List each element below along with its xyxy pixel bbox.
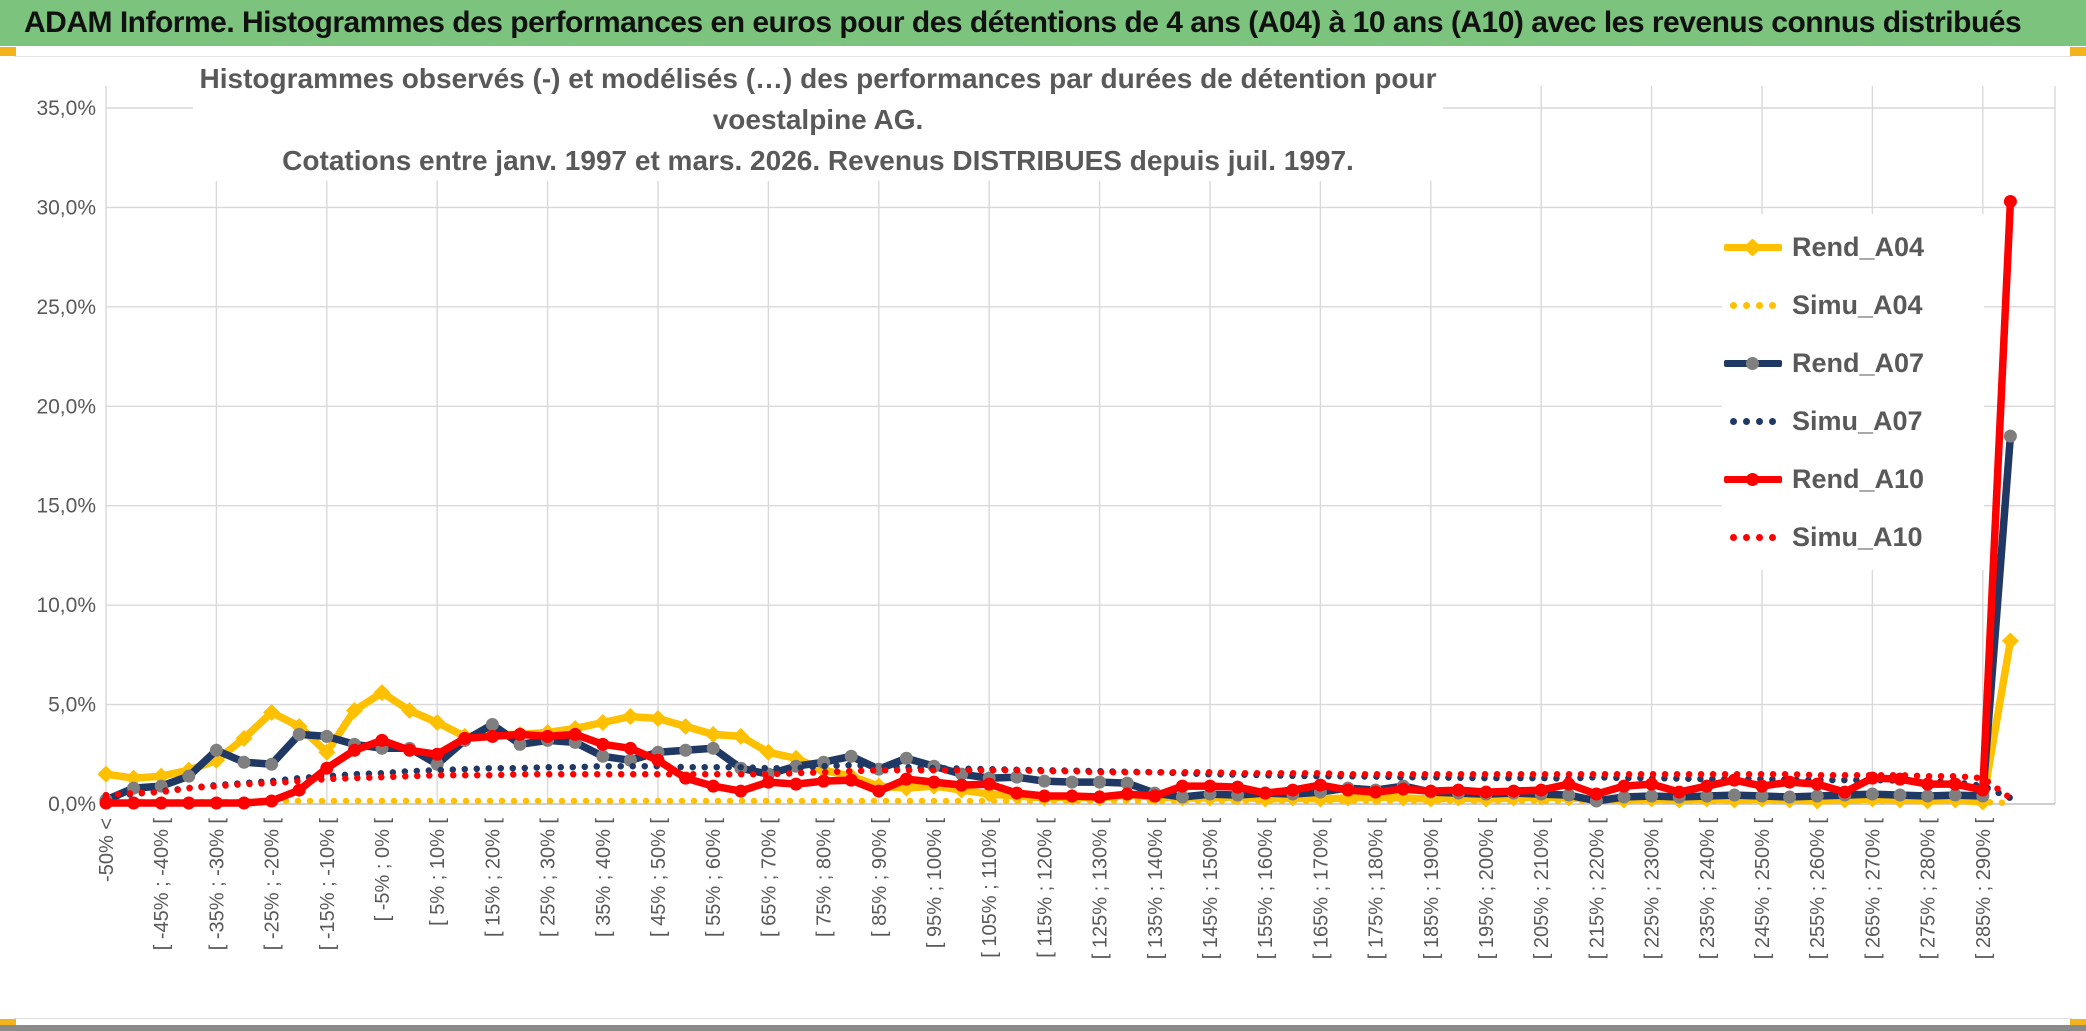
simu-a07-dotted-sample-icon bbox=[1722, 417, 1784, 425]
svg-text:[ 135% ; 140% [: [ 135% ; 140% [ bbox=[1145, 818, 1167, 960]
svg-text:[ 275% ; 280% [: [ 275% ; 280% [ bbox=[1918, 818, 1940, 960]
series-Rend_A10[interactable] bbox=[99, 194, 2017, 810]
svg-text:[ 165% ; 170% [: [ 165% ; 170% [ bbox=[1310, 818, 1332, 960]
svg-text:[ 195% ; 200% [: [ 195% ; 200% [ bbox=[1476, 818, 1498, 960]
svg-text:[ 115% ; 120% [: [ 115% ; 120% [ bbox=[1034, 818, 1056, 958]
svg-text:[ -25% ; -20% [: [ -25% ; -20% [ bbox=[262, 818, 284, 951]
chart-frame-bottom-border bbox=[14, 1018, 2072, 1019]
svg-text:[ 125% ; 130% [: [ 125% ; 130% [ bbox=[1090, 818, 1112, 960]
selection-handle-bottom-right[interactable] bbox=[2070, 1019, 2086, 1030]
legend-label: Rend_A10 bbox=[1792, 463, 1925, 494]
svg-text:[ 25% ; 30% [: [ 25% ; 30% [ bbox=[538, 818, 560, 937]
simu-a10-dotted-sample-icon bbox=[1722, 533, 1784, 541]
svg-text:[ -45% ; -40% [: [ -45% ; -40% [ bbox=[151, 818, 173, 951]
legend-item-rend-a04[interactable]: Rend_A04 bbox=[1722, 218, 1984, 276]
svg-text:[ 5% ; 10% [: [ 5% ; 10% [ bbox=[427, 818, 449, 926]
svg-text:[ 155% ; 160% [: [ 155% ; 160% [ bbox=[1255, 818, 1277, 960]
svg-text:[ 45% ; 50% [: [ 45% ; 50% [ bbox=[648, 818, 670, 937]
svg-text:[ 255% ; 260% [: [ 255% ; 260% [ bbox=[1807, 818, 1829, 960]
status-strip bbox=[0, 1025, 2086, 1031]
svg-text:0,0%: 0,0% bbox=[48, 793, 96, 816]
svg-text:[ 285% ; 290% [: [ 285% ; 290% [ bbox=[1973, 818, 1995, 960]
series-Simu_A04[interactable] bbox=[102, 797, 2014, 807]
legend-label: Simu_A04 bbox=[1792, 289, 1923, 320]
simu-a04-dotted-sample-icon bbox=[1722, 301, 1784, 309]
selection-handle-top-left[interactable] bbox=[0, 47, 16, 56]
legend-item-simu-a04[interactable]: Simu_A04 bbox=[1722, 276, 1984, 334]
chart-title: Histogrammes observés (-) et modélisés (… bbox=[193, 58, 1443, 181]
svg-text:20,0%: 20,0% bbox=[36, 395, 96, 418]
svg-text:[ 15% ; 20% [: [ 15% ; 20% [ bbox=[482, 818, 504, 937]
svg-text:25,0%: 25,0% bbox=[36, 296, 96, 319]
svg-text:[ 85% ; 90% [: [ 85% ; 90% [ bbox=[869, 818, 891, 937]
svg-text:5,0%: 5,0% bbox=[48, 694, 96, 717]
svg-text:[ 205% ; 210% [: [ 205% ; 210% [ bbox=[1531, 818, 1553, 960]
legend-item-rend-a10[interactable]: Rend_A10 bbox=[1722, 450, 1984, 508]
svg-text:[ 235% ; 240% [: [ 235% ; 240% [ bbox=[1697, 818, 1719, 960]
svg-text:[ 35% ; 40% [: [ 35% ; 40% [ bbox=[593, 818, 615, 937]
svg-text:[ 145% ; 150% [: [ 145% ; 150% [ bbox=[1200, 818, 1222, 960]
report-title: ADAM Informe. Histogrammes des performan… bbox=[24, 6, 2022, 39]
rend-a04-line-sample-icon bbox=[1722, 237, 1784, 257]
svg-text:[ 75% ; 80% [: [ 75% ; 80% [ bbox=[814, 818, 836, 937]
svg-text:[ 225% ; 230% [: [ 225% ; 230% [ bbox=[1642, 818, 1664, 960]
legend-item-simu-a07[interactable]: Simu_A07 bbox=[1722, 392, 1984, 450]
chart-legend: Rend_A04 Simu_A04 Rend_A07 Simu_A07 Rend… bbox=[1722, 214, 1984, 570]
svg-text:[ 215% ; 220% [: [ 215% ; 220% [ bbox=[1586, 818, 1608, 960]
report-title-cell[interactable]: ADAM Informe. Histogrammes des performan… bbox=[0, 0, 2086, 46]
x-axis-labels[interactable]: -50% < [ -45% ; -40% [ [ -35% ; -30% [ [ -2… bbox=[96, 818, 1995, 960]
legend-label: Rend_A04 bbox=[1792, 231, 1925, 262]
svg-text:10,0%: 10,0% bbox=[36, 594, 96, 617]
chart-title-line1: Histogrammes observés (-) et modélisés (… bbox=[199, 63, 1437, 135]
legend-item-rend-a07[interactable]: Rend_A07 bbox=[1722, 334, 1984, 392]
svg-text:[ 265% ; 270% [: [ 265% ; 270% [ bbox=[1862, 818, 1884, 960]
svg-text:-50% <: -50% < bbox=[96, 818, 118, 882]
svg-text:[ -35% ; -30% [: [ -35% ; -30% [ bbox=[206, 818, 228, 951]
svg-text:35,0%: 35,0% bbox=[36, 97, 96, 120]
svg-text:[ 55% ; 60% [: [ 55% ; 60% [ bbox=[703, 818, 725, 937]
svg-text:[ 105% ; 110% [: [ 105% ; 110% [ bbox=[979, 818, 1001, 958]
selection-handle-top-right[interactable] bbox=[2070, 47, 2086, 56]
chart-frame-top-border bbox=[14, 56, 2072, 57]
svg-text:[ -5% ; 0% [: [ -5% ; 0% [ bbox=[372, 818, 394, 922]
svg-text:[ 185% ; 190% [: [ 185% ; 190% [ bbox=[1421, 818, 1443, 960]
legend-label: Simu_A10 bbox=[1792, 521, 1923, 552]
svg-text:[ 65% ; 70% [: [ 65% ; 70% [ bbox=[758, 818, 780, 937]
chart-title-line2: Cotations entre janv. 1997 et mars. 2026… bbox=[282, 145, 1354, 176]
legend-label: Simu_A07 bbox=[1792, 405, 1923, 436]
svg-text:[ 175% ; 180% [: [ 175% ; 180% [ bbox=[1366, 818, 1388, 960]
legend-label: Rend_A07 bbox=[1792, 347, 1925, 378]
rend-a07-line-sample-icon bbox=[1722, 356, 1784, 370]
svg-text:30,0%: 30,0% bbox=[36, 196, 96, 219]
selection-handle-bottom-left[interactable] bbox=[0, 1019, 16, 1030]
legend-item-simu-a10[interactable]: Simu_A10 bbox=[1722, 508, 1984, 566]
rend-a10-line-sample-icon bbox=[1722, 472, 1784, 486]
y-axis-labels[interactable]: 0,0% 5,0% 10,0% 15,0% 20,0% 25,0% 30,0% 35,0% bbox=[36, 97, 96, 816]
svg-text:15,0%: 15,0% bbox=[36, 495, 96, 518]
svg-text:[ -15% ; -10% [: [ -15% ; -10% [ bbox=[317, 818, 339, 951]
svg-text:[ 245% ; 250% [: [ 245% ; 250% [ bbox=[1752, 818, 1774, 960]
svg-text:[ 95% ; 100% [: [ 95% ; 100% [ bbox=[924, 818, 946, 949]
